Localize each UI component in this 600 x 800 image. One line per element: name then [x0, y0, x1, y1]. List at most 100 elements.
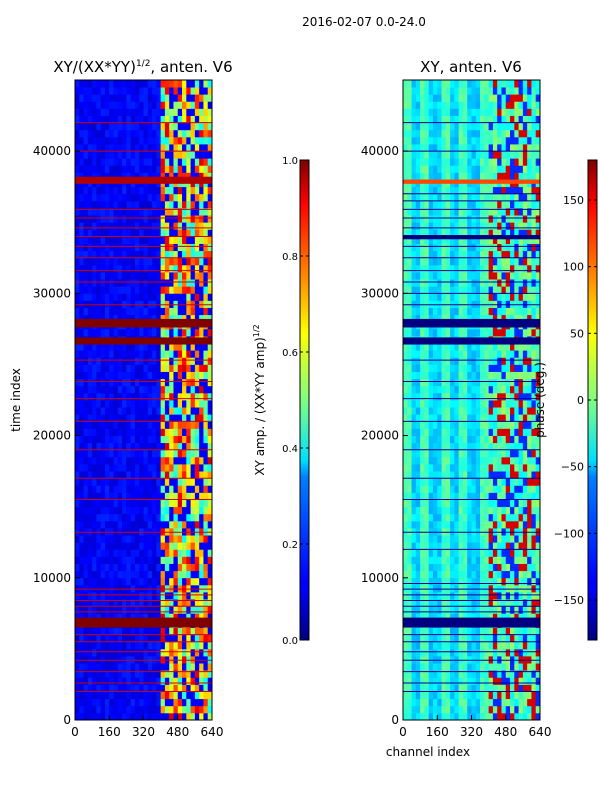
heatmap-cell — [203, 705, 209, 714]
heatmap-cell — [484, 549, 490, 557]
heatmap-cell — [475, 577, 481, 586]
heatmap-cell — [79, 442, 84, 451]
heatmap-cell — [182, 485, 187, 493]
heatmap-cell — [194, 442, 200, 451]
heatmap-cell — [420, 314, 425, 323]
heatmap-cell — [527, 428, 532, 436]
heatmap-cell — [454, 385, 460, 394]
heatmap-cell — [432, 442, 438, 451]
heatmap-cell — [203, 414, 209, 422]
heatmap-cell — [437, 684, 442, 692]
heatmap-cell — [527, 471, 532, 479]
heatmap-cell — [480, 648, 485, 657]
heatmap-cell — [492, 712, 498, 721]
heatmap-cell — [454, 378, 460, 387]
heatmap-cell — [156, 165, 162, 173]
heatmap-cell — [445, 385, 451, 394]
heatmap-cell — [134, 158, 140, 166]
heatmap-cell — [199, 570, 204, 579]
heatmap-cell — [75, 592, 80, 600]
heatmap-cell — [488, 705, 494, 714]
heatmap-cell — [531, 520, 537, 529]
heatmap-cell — [87, 385, 93, 394]
heatmap-cell — [173, 257, 179, 266]
heatmap-cell — [182, 158, 187, 166]
heatmap-cell — [535, 599, 541, 607]
heatmap-cell — [147, 371, 153, 380]
heatmap-cell — [122, 549, 127, 557]
heatmap-cell — [152, 314, 157, 323]
heatmap-cell — [117, 634, 123, 643]
heatmap-cell — [122, 186, 127, 195]
heatmap-cell — [428, 506, 434, 515]
heatmap-cell — [96, 129, 102, 138]
heatmap-cell — [156, 229, 162, 237]
heatmap-cell — [79, 279, 84, 287]
heatmap-cell — [475, 712, 481, 721]
heatmap-cell — [164, 307, 170, 316]
heatmap-cell — [117, 264, 123, 273]
heatmap-cell — [113, 563, 119, 572]
heatmap-cell — [514, 627, 519, 636]
heatmap-cell — [164, 606, 170, 614]
heatmap-cell — [441, 499, 447, 508]
heatmap-cell — [156, 577, 162, 586]
heatmap-cell — [117, 186, 123, 195]
heatmap-cell — [203, 535, 209, 543]
heatmap-cell — [190, 222, 196, 230]
heatmap-cell — [420, 478, 425, 486]
heatmap-cell — [126, 499, 132, 508]
heatmap-cell — [130, 222, 136, 230]
heatmap-cell — [92, 129, 97, 138]
heatmap-cell — [130, 314, 136, 323]
heatmap-cell — [79, 400, 84, 408]
heatmap-cell — [428, 314, 434, 323]
heatmap-cell — [156, 492, 162, 500]
heatmap-cell — [518, 485, 524, 493]
heatmap-cell — [79, 663, 84, 671]
heatmap-cell — [96, 165, 102, 173]
heatmap-cell — [194, 378, 200, 387]
heatmap-cell — [104, 542, 110, 550]
heatmap-cell — [160, 286, 166, 294]
heatmap-cell — [130, 428, 136, 436]
heatmap-cell — [484, 712, 490, 721]
heatmap-cell — [92, 215, 97, 223]
heatmap-cell — [535, 435, 541, 444]
heatmap-cell — [130, 570, 136, 579]
heatmap-cell — [531, 328, 537, 337]
heatmap-cell — [535, 492, 541, 500]
heatmap-cell — [475, 449, 481, 458]
heatmap-cell — [415, 528, 421, 536]
heatmap-cell — [87, 656, 93, 664]
heatmap-cell — [164, 158, 170, 166]
heatmap-cell — [432, 592, 438, 600]
heatmap-cell — [122, 478, 127, 486]
heatmap-cell — [117, 87, 123, 95]
heatmap-cell — [143, 677, 149, 685]
heatmap-cell — [432, 407, 438, 415]
heatmap-cell — [182, 236, 187, 244]
heatmap-cell — [514, 528, 519, 536]
heatmap-cell — [113, 314, 119, 323]
heatmap-cell — [126, 136, 132, 145]
heatmap-cell — [130, 648, 136, 657]
heatmap-cell — [143, 663, 149, 671]
heatmap-cell — [113, 307, 119, 316]
heatmap-cell — [510, 378, 515, 387]
heatmap-cell — [501, 570, 507, 579]
heatmap-cell — [501, 392, 507, 401]
heatmap-cell — [462, 584, 468, 593]
heatmap-cell — [117, 151, 123, 159]
heatmap-cell — [484, 670, 490, 678]
heatmap-cell — [458, 499, 464, 508]
heatmap-cell — [199, 577, 204, 586]
heatmap-cell — [194, 542, 200, 550]
heatmap-cell — [203, 449, 209, 458]
heatmap-cell — [169, 392, 174, 401]
heatmap-cell — [450, 464, 455, 472]
heatmap-cell — [87, 392, 93, 401]
heatmap-cell — [480, 378, 485, 387]
heatmap-cell — [169, 186, 174, 195]
heatmap-cell — [501, 528, 507, 536]
